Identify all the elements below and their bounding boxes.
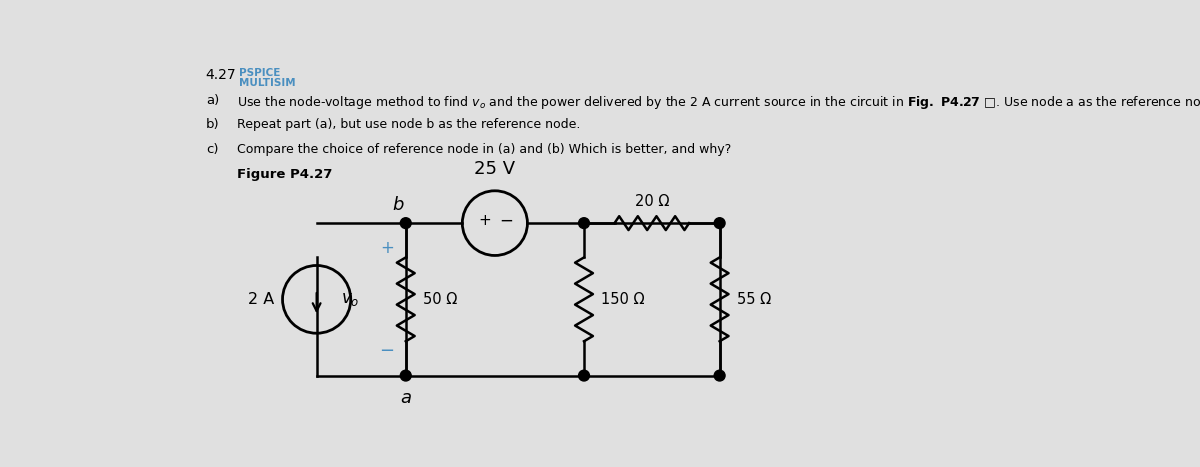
Circle shape: [401, 218, 412, 228]
Text: 2 A: 2 A: [247, 292, 274, 307]
Text: Figure P4.27: Figure P4.27: [236, 168, 332, 181]
Circle shape: [578, 370, 589, 381]
Circle shape: [401, 370, 412, 381]
Text: 150 Ω: 150 Ω: [601, 292, 644, 307]
Text: b): b): [206, 119, 220, 131]
Text: MULTISIM: MULTISIM: [239, 78, 295, 88]
Text: −: −: [379, 342, 395, 360]
Text: −: −: [499, 212, 512, 230]
Text: Repeat part (a), but use node b as the reference node.: Repeat part (a), but use node b as the r…: [236, 119, 580, 131]
Text: Use the node-voltage method to find $v_o$ and the power delivered by the 2 A cur: Use the node-voltage method to find $v_o…: [236, 94, 1200, 111]
Text: PSPICE: PSPICE: [239, 68, 281, 78]
Text: 50 Ω: 50 Ω: [422, 292, 457, 307]
Circle shape: [714, 370, 725, 381]
Text: a): a): [206, 94, 220, 107]
Text: $v_o$: $v_o$: [341, 290, 359, 308]
Text: a: a: [401, 389, 412, 407]
Text: 20 Ω: 20 Ω: [635, 194, 670, 209]
Text: +: +: [479, 213, 491, 228]
Text: 4.27: 4.27: [206, 68, 236, 82]
Text: 25 V: 25 V: [474, 160, 516, 178]
Text: c): c): [206, 143, 218, 156]
Text: +: +: [380, 239, 394, 257]
Circle shape: [578, 218, 589, 228]
Text: Compare the choice of reference node in (a) and (b) Which is better, and why?: Compare the choice of reference node in …: [236, 143, 731, 156]
Circle shape: [714, 218, 725, 228]
Text: 55 Ω: 55 Ω: [737, 292, 770, 307]
Text: b: b: [392, 196, 403, 214]
